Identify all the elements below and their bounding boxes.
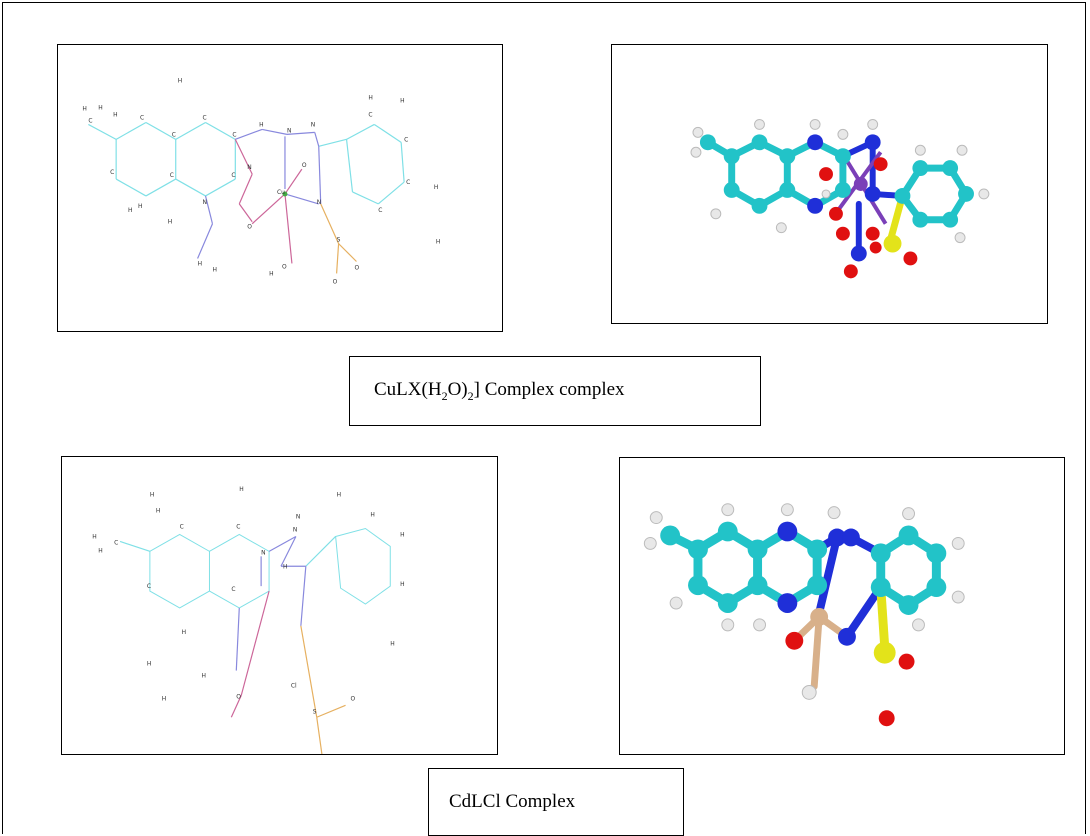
- svg-text:H: H: [400, 531, 404, 538]
- svg-text:H: H: [168, 219, 172, 226]
- svg-text:H: H: [198, 260, 202, 267]
- cu-caption-post: ] Complex complex: [473, 379, 625, 400]
- cu-caption-sub2: 2: [467, 388, 474, 403]
- svg-text:O: O: [351, 695, 356, 702]
- cd-complex-3d-model: [643, 503, 965, 727]
- cd-complex-wireframe-diagram: HHC HHC CHN HNN HHH HHH HHO HClCl SOO CC: [92, 486, 405, 754]
- svg-text:S: S: [337, 237, 341, 244]
- svg-text:H: H: [368, 95, 372, 102]
- svg-text:C: C: [140, 114, 144, 121]
- cd-complex-caption: CdLCl Complex: [428, 768, 684, 836]
- svg-text:H: H: [98, 105, 102, 112]
- svg-text:H: H: [434, 184, 438, 191]
- svg-text:C: C: [180, 524, 184, 531]
- svg-text:H: H: [400, 98, 404, 105]
- svg-text:C: C: [147, 583, 151, 590]
- svg-text:C: C: [406, 179, 410, 186]
- svg-text:H: H: [269, 270, 273, 277]
- svg-text:C: C: [88, 117, 92, 124]
- svg-text:C: C: [170, 172, 174, 179]
- svg-text:N: N: [296, 514, 300, 521]
- svg-text:H: H: [400, 581, 404, 588]
- svg-text:H: H: [390, 641, 394, 648]
- cd-caption-text: CdLCl Complex: [449, 791, 576, 812]
- svg-text:H: H: [283, 563, 287, 570]
- svg-text:O: O: [333, 278, 338, 285]
- svg-text:C: C: [172, 131, 176, 138]
- svg-text:S: S: [313, 708, 317, 715]
- cu-caption-pre: CuLX(H: [374, 379, 442, 400]
- svg-text:H: H: [337, 492, 341, 499]
- svg-text:H: H: [436, 239, 440, 246]
- svg-text:N: N: [317, 199, 321, 206]
- svg-text:C: C: [404, 136, 408, 143]
- svg-text:O: O: [302, 162, 307, 169]
- cu-complex-caption: CuLX(H2O)2] Complex complex: [349, 356, 761, 426]
- svg-text:N: N: [287, 127, 291, 134]
- svg-text:C: C: [231, 586, 235, 593]
- svg-text:N: N: [203, 199, 207, 206]
- svg-text:H: H: [98, 547, 102, 554]
- svg-text:C: C: [203, 114, 207, 121]
- svg-text:N: N: [293, 526, 297, 533]
- svg-text:Cu: Cu: [277, 189, 285, 196]
- svg-text:O: O: [236, 693, 241, 700]
- svg-text:H: H: [92, 533, 96, 540]
- svg-text:C: C: [231, 172, 235, 179]
- svg-text:H: H: [178, 78, 182, 85]
- svg-text:C: C: [236, 524, 240, 531]
- svg-text:O: O: [354, 264, 359, 271]
- svg-text:C: C: [368, 111, 372, 118]
- svg-text:H: H: [259, 121, 263, 128]
- svg-text:H: H: [370, 512, 374, 519]
- svg-text:C: C: [378, 207, 382, 214]
- svg-text:H: H: [182, 629, 186, 636]
- cu-caption-sub1: 2: [441, 388, 448, 403]
- svg-text:H: H: [138, 203, 142, 210]
- svg-text:O: O: [247, 224, 252, 231]
- svg-text:C: C: [110, 169, 114, 176]
- svg-text:O: O: [282, 263, 287, 270]
- svg-text:H: H: [156, 508, 160, 515]
- svg-text:H: H: [128, 207, 132, 214]
- svg-text:H: H: [212, 266, 216, 273]
- svg-text:H: H: [113, 111, 117, 118]
- svg-text:N: N: [311, 121, 315, 128]
- cu-complex-3d-model-panel: [611, 44, 1048, 324]
- svg-text:H: H: [202, 673, 206, 680]
- svg-text:Cl: Cl: [291, 682, 297, 689]
- svg-text:H: H: [239, 486, 243, 493]
- svg-text:H: H: [147, 661, 151, 668]
- cd-complex-wireframe-panel: HHC HHC CHN HNN HHH HHH HHO HClCl SOO CC: [61, 456, 498, 755]
- cu-complex-3d-model: [690, 118, 990, 279]
- svg-text:H: H: [82, 106, 86, 113]
- cd-complex-3d-model-panel: [619, 457, 1065, 755]
- svg-text:N: N: [261, 549, 265, 556]
- svg-text:H: H: [162, 695, 166, 702]
- svg-text:C: C: [114, 539, 118, 546]
- svg-text:H: H: [150, 492, 154, 499]
- cu-caption-mid: O): [447, 379, 468, 400]
- svg-text:C: C: [232, 131, 236, 138]
- svg-text:N: N: [247, 164, 251, 171]
